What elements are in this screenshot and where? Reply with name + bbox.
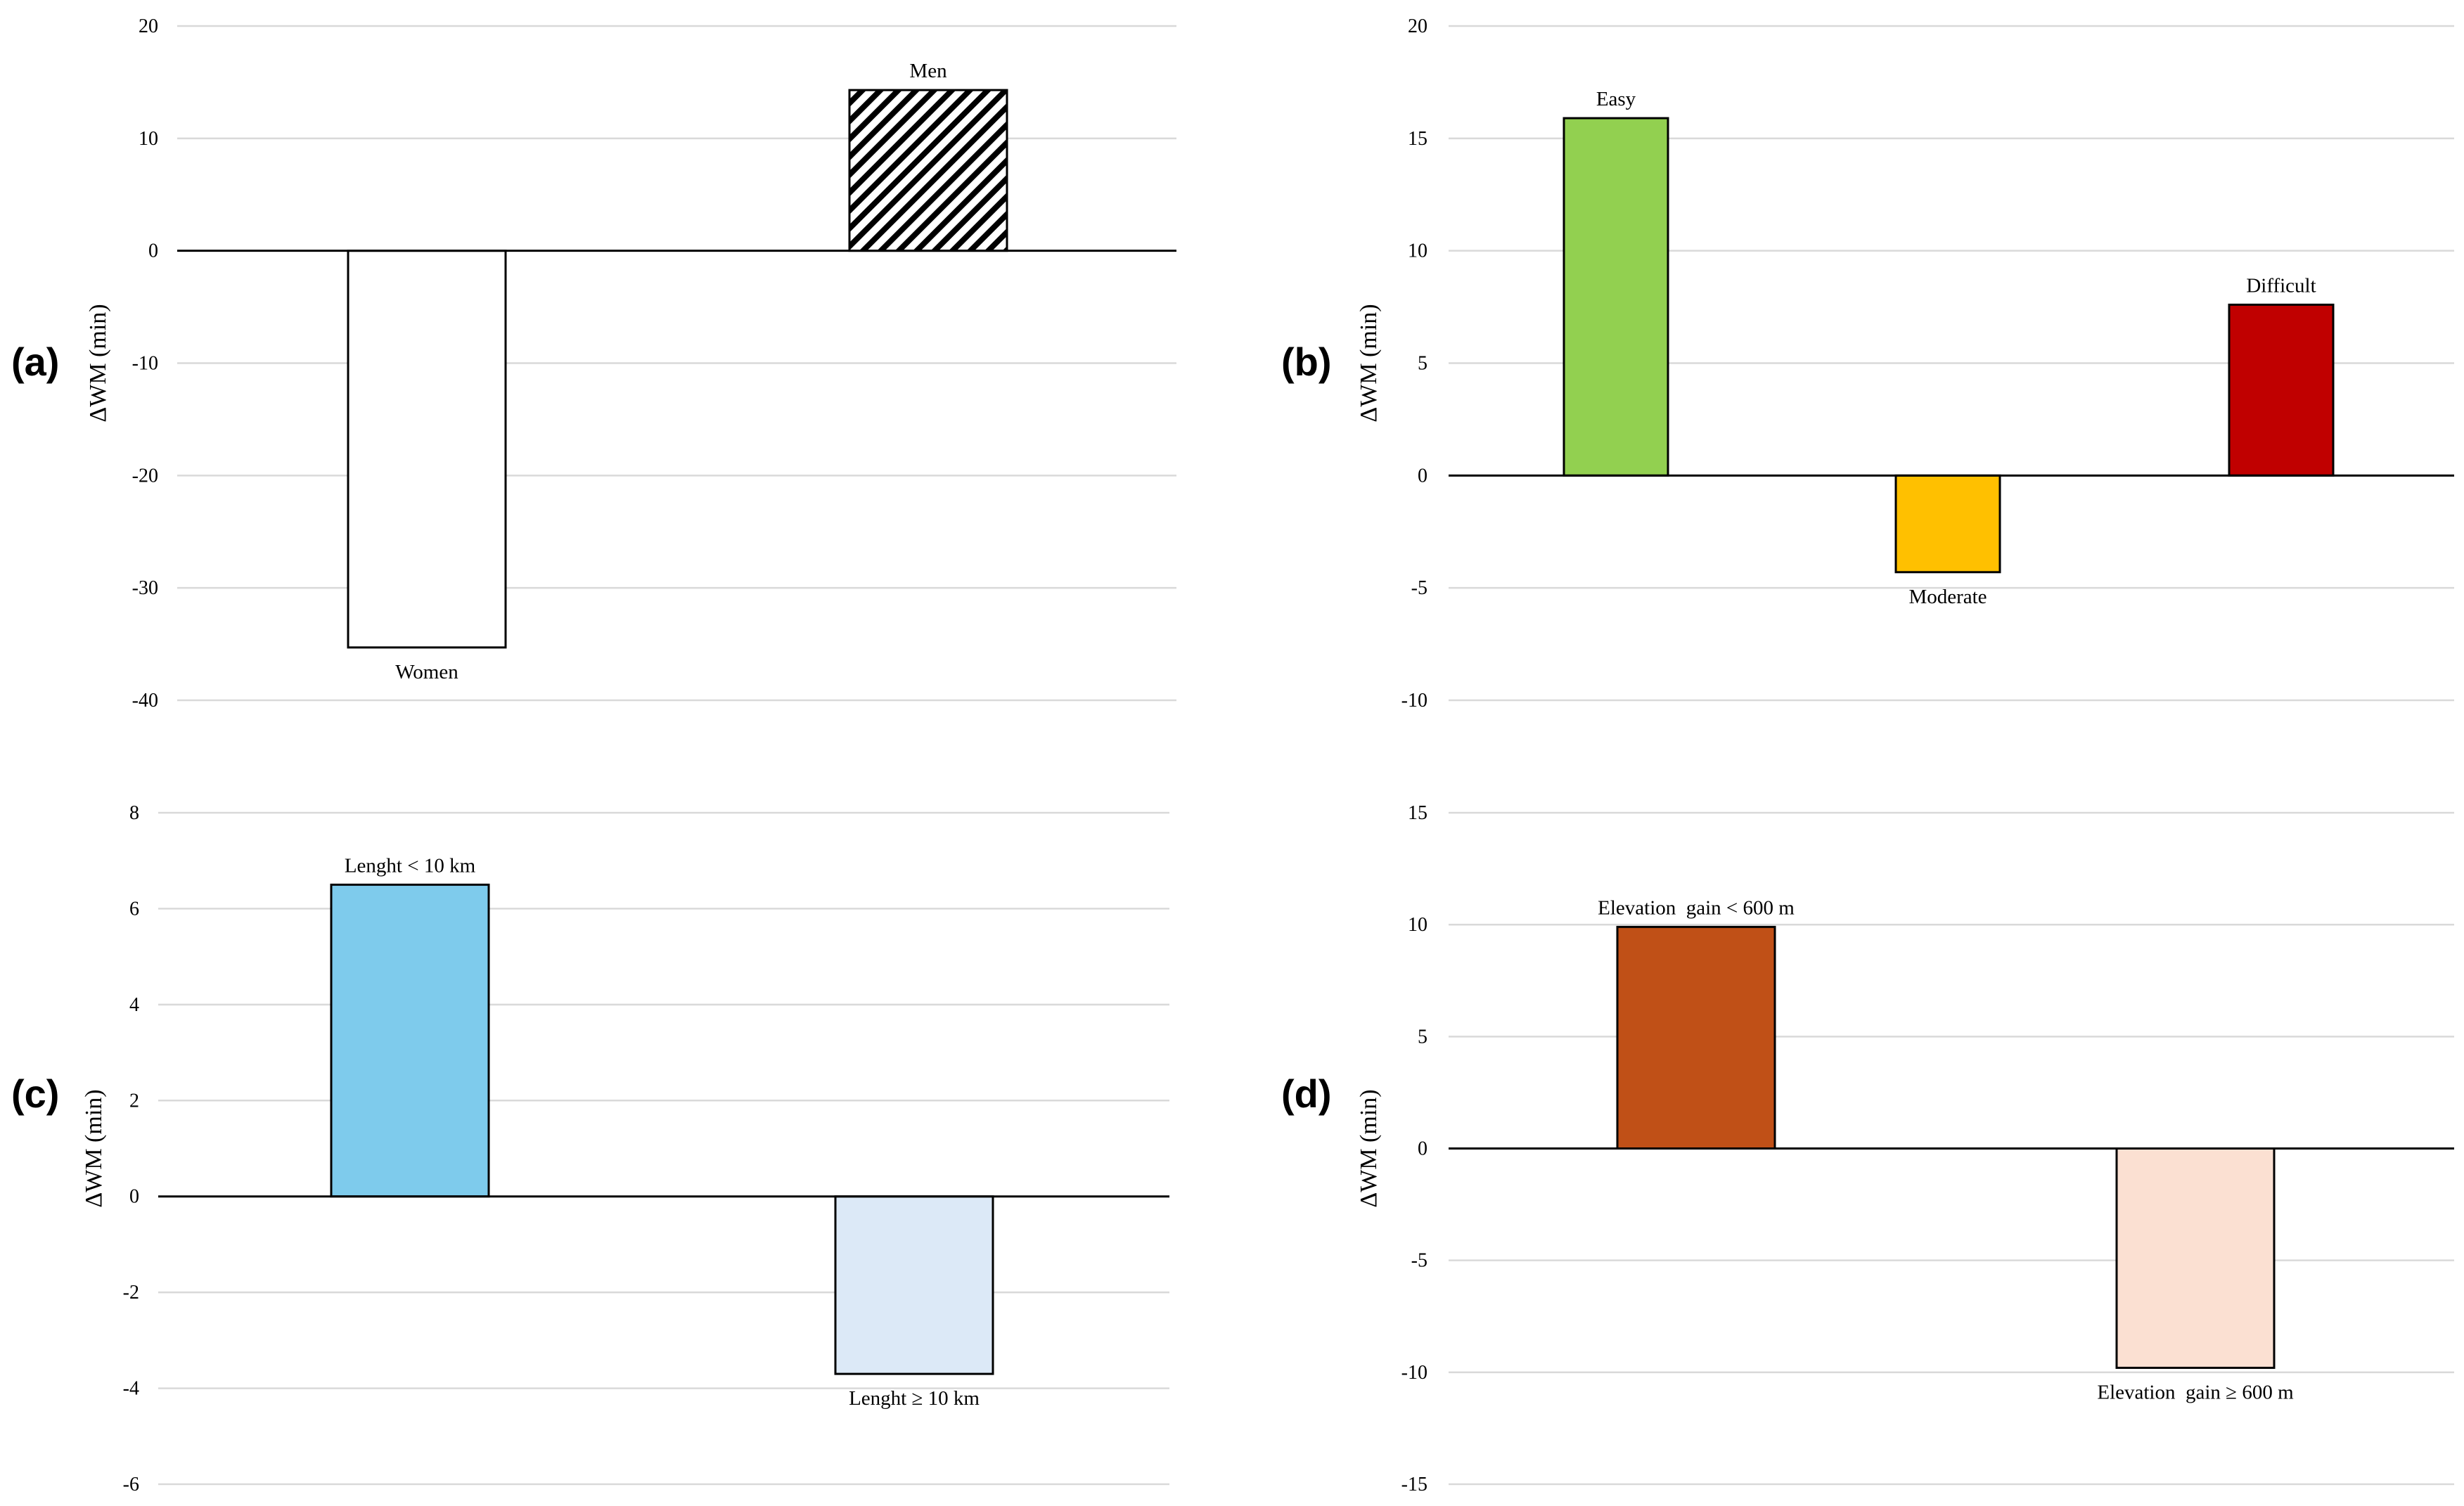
- y-tick-label: -10: [1401, 690, 1427, 712]
- y-tick-label: -10: [1401, 1362, 1427, 1384]
- bar-data-label: Lenght ≥ 10 km: [849, 1387, 980, 1410]
- y-axis-label: ΔWM (min): [81, 1089, 107, 1207]
- y-tick-label: 10: [1408, 914, 1427, 936]
- y-tick-label: 10: [1408, 240, 1427, 262]
- y-tick-label: 8: [129, 802, 139, 824]
- y-tick-label: 20: [1408, 15, 1427, 37]
- y-axis-label: ΔWM (min): [1356, 1089, 1382, 1207]
- bar-elevation-gain-600-m: [2115, 1147, 2276, 1369]
- y-tick-label: 0: [148, 240, 158, 262]
- chart-panel-4: 15 10 5 0 -5 -10 -15 Elevation gain < 600 m Elev…: [1281, 802, 2454, 1495]
- bar-elevation-gain-600-m: [1616, 925, 1776, 1150]
- y-tick-label: -5: [1411, 577, 1427, 599]
- bar-lenght-10-km: [834, 1195, 994, 1375]
- y-tick-label: -4: [123, 1378, 139, 1400]
- y-tick-label: -5: [1411, 1250, 1427, 1272]
- y-tick-label: 2: [129, 1090, 139, 1112]
- chart-panel-2: 20 15 10 5 0 -5 -10 Easy Moderate Difficult ΔWM (m…: [1281, 15, 2454, 712]
- bar-data-label: Lenght < 10 km: [345, 854, 476, 877]
- bar-data-label: Difficult: [2246, 274, 2316, 297]
- bar-data-label: Men: [909, 60, 947, 82]
- y-tick-label: -15: [1401, 1474, 1427, 1495]
- y-tick-label: 5: [1418, 353, 1427, 375]
- y-tick-label: 0: [129, 1186, 139, 1208]
- bar-men: [848, 89, 1008, 252]
- y-tick-label: -30: [132, 577, 158, 599]
- panel-label: (d): [1281, 1071, 1332, 1116]
- chart-panel-3: 8 6 4 2 0 -2 -4 -6 Lenght < 10 km Lenght ≥ 10 km Δ…: [11, 802, 1169, 1495]
- y-tick-label: -6: [123, 1474, 139, 1495]
- bar-data-label: Moderate: [1908, 586, 1987, 608]
- y-tick-label: 6: [129, 898, 139, 920]
- bar-easy: [1563, 117, 1669, 477]
- y-tick-label: 15: [1408, 128, 1427, 150]
- panel-label: (a): [11, 340, 59, 384]
- bar-moderate: [1894, 474, 2001, 574]
- y-tick-label: -20: [132, 465, 158, 487]
- bar-data-label: Women: [395, 661, 458, 683]
- y-tick-label: 10: [139, 128, 158, 150]
- y-tick-label: -40: [132, 690, 158, 712]
- chart-panel-1: 20 10 0 -10 -20 -30 -40 Women Men ΔWM (min) (a): [11, 15, 1176, 712]
- y-tick-label: -10: [132, 353, 158, 375]
- y-tick-label: 15: [1408, 802, 1427, 824]
- y-tick-label: 4: [129, 994, 139, 1016]
- bar-women: [347, 250, 507, 649]
- y-tick-label: 0: [1418, 465, 1427, 487]
- y-tick-label: 0: [1418, 1138, 1427, 1160]
- bar-difficult: [2228, 303, 2335, 477]
- panel-label: (b): [1281, 340, 1332, 384]
- y-tick-label: -2: [123, 1282, 139, 1304]
- bar-data-label: Elevation gain ≥ 600 m: [2097, 1381, 2294, 1403]
- y-axis-label: ΔWM (min): [85, 304, 111, 422]
- y-axis-label: ΔWM (min): [1356, 304, 1382, 422]
- bar-data-label: Elevation gain < 600 m: [1598, 896, 1795, 919]
- bar-lenght-10-km: [330, 883, 490, 1198]
- bar-data-label: Easy: [1596, 88, 1636, 110]
- y-tick-label: 20: [139, 15, 158, 37]
- panel-label: (c): [11, 1071, 59, 1116]
- y-tick-label: 5: [1418, 1026, 1427, 1048]
